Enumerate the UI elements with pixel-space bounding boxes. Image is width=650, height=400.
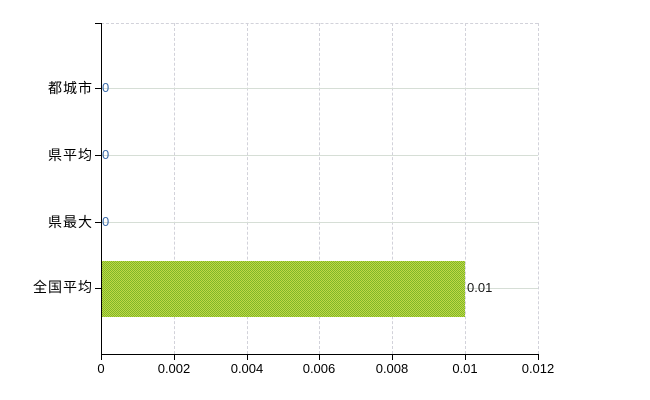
- category-label: 県平均: [48, 147, 93, 163]
- plot-border-right: [538, 23, 539, 354]
- x-axis-tick: [392, 355, 393, 360]
- bar-zenkoku-heikin: [102, 261, 465, 317]
- x-tick-label: 0: [97, 361, 105, 376]
- gridline-vertical: [392, 23, 393, 354]
- gridline-horizontal: [102, 155, 538, 156]
- x-axis-tick: [247, 355, 248, 360]
- x-tick-label: 0.002: [157, 361, 191, 376]
- y-axis-line: [101, 23, 102, 355]
- category-label: 全国平均: [33, 279, 93, 295]
- value-label-zero: 0: [102, 147, 110, 162]
- x-axis-tick: [319, 355, 320, 360]
- gridline-vertical: [174, 23, 175, 354]
- category-label: 県最大: [48, 214, 93, 230]
- plot-border-top: [101, 23, 538, 24]
- y-axis-tick: [95, 23, 101, 24]
- gridline-horizontal: [102, 222, 538, 223]
- gridline-vertical: [247, 23, 248, 354]
- gridline-horizontal: [102, 88, 538, 89]
- x-tick-label: 0.008: [375, 361, 409, 376]
- y-axis-tick: [95, 155, 101, 156]
- y-axis-tick: [95, 222, 101, 223]
- x-axis-tick: [538, 355, 539, 360]
- value-label-zero: 0: [102, 80, 110, 95]
- x-axis-tick: [174, 355, 175, 360]
- y-axis-tick: [95, 288, 101, 289]
- x-tick-label: 0.012: [521, 361, 555, 376]
- y-axis-tick: [95, 88, 101, 89]
- gridline-vertical: [465, 23, 466, 354]
- x-tick-label: 0.006: [302, 361, 336, 376]
- x-tick-label: 0.01: [452, 361, 478, 376]
- bar-value-label: 0.01: [467, 280, 493, 295]
- gridline-vertical: [319, 23, 320, 354]
- x-axis-tick: [465, 355, 466, 360]
- x-axis-line: [101, 354, 539, 355]
- x-axis-tick: [101, 355, 102, 360]
- value-label-zero: 0: [102, 214, 110, 229]
- category-label: 都城市: [48, 80, 93, 96]
- x-tick-label: 0.004: [230, 361, 264, 376]
